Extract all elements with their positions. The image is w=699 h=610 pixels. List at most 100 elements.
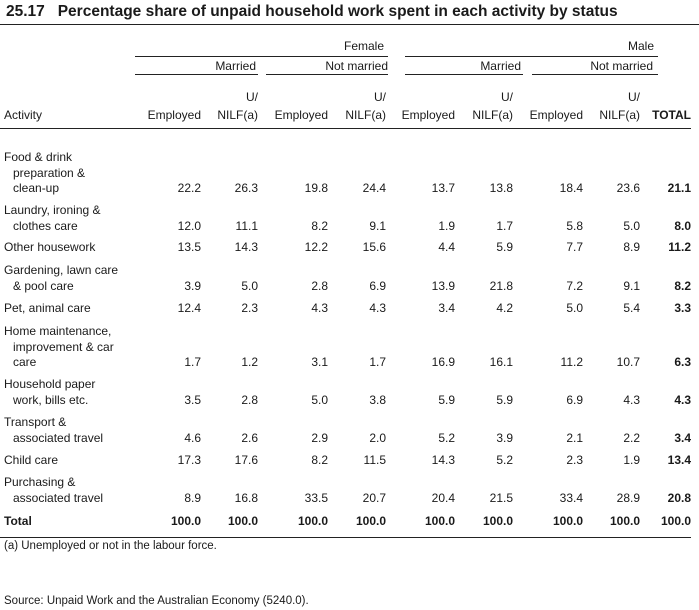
table-bottom-rule [0, 537, 691, 538]
value-cell: 21.5 [489, 490, 513, 505]
total-row-label: Total [4, 514, 32, 528]
value-cell: 18.4 [559, 181, 583, 195]
value-cell: 2.3 [566, 453, 583, 467]
value-cell: 9.1 [369, 218, 386, 233]
value-cell: 21.8 [489, 278, 513, 293]
value-cell: 22.2 [177, 181, 201, 195]
value-cell: 4.3 [311, 301, 328, 315]
value-cell: 1.7 [369, 355, 386, 369]
value-cell: 7.2 [566, 278, 583, 293]
value-cell: 17.3 [177, 453, 201, 467]
value-cell: 26.3 [234, 181, 258, 195]
value-cell: 5.0 [623, 218, 640, 233]
total-cell: 3.3 [674, 301, 691, 315]
grand-total-cell: 100.0 [660, 514, 691, 528]
value-cell: 4.3 [369, 301, 386, 315]
value-cell: 5.0 [311, 392, 328, 407]
value-cell: 5.0 [566, 301, 583, 315]
value-cell: 14.3 [431, 453, 455, 467]
row-label: Household paper [4, 377, 96, 391]
value-cell: 13.8 [489, 181, 513, 195]
value-cell: 8.9 [184, 490, 201, 505]
total-row-cell: 100.0 [552, 514, 583, 528]
footnote: (a) Unemployed or not in the labour forc… [4, 540, 217, 552]
total-cell: 4.3 [674, 392, 691, 407]
value-cell: 4.6 [184, 430, 201, 445]
value-cell: 17.6 [234, 453, 258, 467]
title-underline [0, 24, 699, 25]
value-cell: 14.3 [234, 240, 258, 254]
row-label: care [13, 355, 37, 369]
value-cell: 11.2 [560, 355, 583, 369]
value-cell: 2.9 [311, 430, 328, 445]
total-cell: 20.8 [667, 490, 691, 505]
col-nilf-header: NILF(a) [472, 108, 513, 122]
value-cell: 10.7 [616, 355, 640, 369]
value-cell: 20.7 [362, 490, 386, 505]
value-cell: 24.4 [362, 181, 386, 195]
value-cell: 1.9 [438, 218, 455, 233]
female-group-rule [135, 56, 388, 57]
value-cell: 5.2 [496, 453, 513, 467]
row-label: clothes care [13, 218, 78, 233]
value-cell: 2.0 [369, 430, 386, 445]
col-nilf-header: NILF(a) [599, 108, 640, 122]
value-cell: 16.1 [489, 355, 513, 369]
row-label: Food & drink [4, 150, 73, 164]
value-cell: 11.1 [235, 218, 258, 233]
row-label: improvement & car [13, 339, 114, 354]
total-cell: 6.3 [674, 355, 691, 369]
value-cell: 8.9 [623, 240, 640, 254]
col-total-header: TOTAL [652, 108, 691, 122]
value-cell: 16.9 [431, 355, 455, 369]
value-cell: 6.9 [566, 392, 583, 407]
row-label: preparation & [13, 165, 86, 180]
value-cell: 4.2 [496, 301, 513, 315]
total-row-cell: 100.0 [355, 514, 386, 528]
col-nilf-header: NILF(a) [345, 108, 386, 122]
value-cell: 19.8 [304, 181, 328, 195]
total-row-cell: 100.0 [227, 514, 258, 528]
row-label: Pet, animal care [4, 301, 91, 315]
female-married-label: Married [215, 59, 256, 73]
row-label: associated travel [13, 490, 104, 505]
value-cell: 5.9 [438, 392, 455, 407]
col-employed-header: Employed [529, 108, 583, 122]
value-cell: 1.9 [623, 453, 640, 467]
value-cell: 8.2 [311, 218, 328, 233]
total-row-cell: 100.0 [482, 514, 513, 528]
value-cell: 2.2 [623, 430, 640, 445]
value-cell: 4.3 [623, 392, 640, 407]
value-cell: 13.5 [177, 240, 201, 254]
male-group-rule [405, 56, 658, 57]
value-cell: 3.8 [369, 392, 386, 407]
total-cell: 8.0 [674, 218, 691, 233]
total-cell: 13.4 [667, 453, 691, 467]
female-not-married-rule [266, 74, 388, 75]
col-u-header: U/ [628, 90, 640, 104]
total-row-cell: 100.0 [297, 514, 328, 528]
value-cell: 5.4 [623, 301, 640, 315]
total-row-cell: 100.0 [609, 514, 640, 528]
value-cell: 15.6 [362, 240, 386, 254]
row-label: associated travel [13, 430, 104, 445]
value-cell: 2.8 [311, 278, 328, 293]
row-label: work, bills etc. [13, 392, 89, 407]
source-note: Source: Unpaid Work and the Australian E… [4, 595, 309, 607]
value-cell: 3.5 [184, 392, 201, 407]
value-cell: 3.9 [496, 430, 513, 445]
col-u-header: U/ [501, 90, 513, 104]
value-cell: 16.8 [234, 490, 258, 505]
header-bottom-rule [0, 128, 691, 129]
row-label: Other housework [4, 240, 96, 254]
col-nilf-header: NILF(a) [217, 108, 258, 122]
male-married-label: Married [480, 59, 521, 73]
row-label: Laundry, ironing & [4, 203, 101, 217]
value-cell: 23.6 [616, 181, 640, 195]
value-cell: 1.7 [496, 218, 513, 233]
value-cell: 5.8 [566, 218, 583, 233]
col-employed-header: Employed [274, 108, 328, 122]
row-label: Child care [4, 453, 59, 467]
male-not-married-label: Not married [590, 59, 653, 73]
col-employed-header: Employed [147, 108, 201, 122]
